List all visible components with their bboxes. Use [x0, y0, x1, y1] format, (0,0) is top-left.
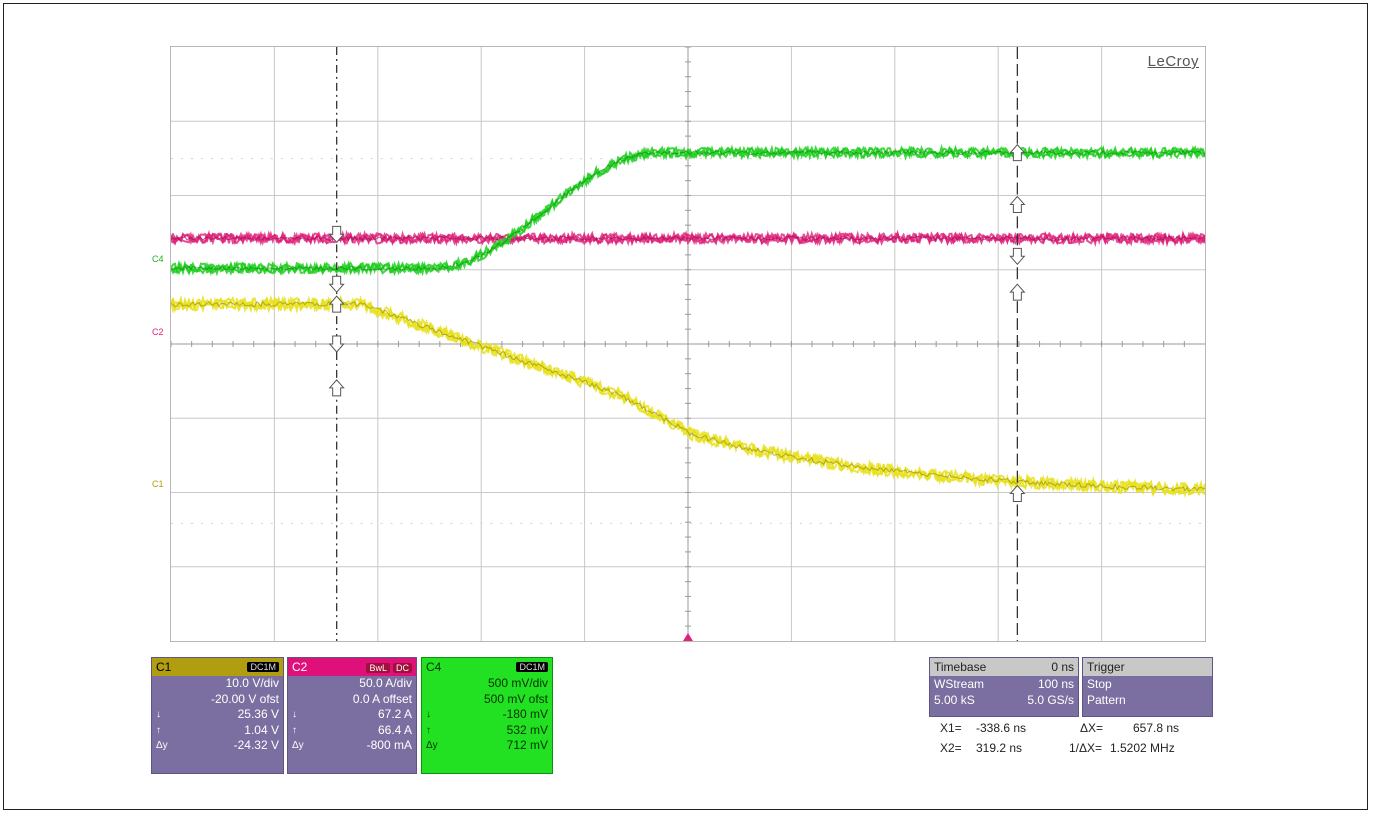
- cursor-marker-up: [1010, 145, 1024, 161]
- volts-per-div: 10.0 V/div: [156, 676, 279, 691]
- cursor-marker-up: [1010, 284, 1024, 300]
- cursor-x2-label: X2=: [940, 741, 962, 755]
- cursor-marker-down: [330, 336, 344, 352]
- brand-logo: LeCroy: [1148, 53, 1199, 70]
- sample-rate: 5.0 GS/s: [1027, 693, 1074, 707]
- cursor-marker-down: [1010, 248, 1024, 264]
- channel-name: C4: [426, 660, 441, 674]
- oscilloscope-display: LeCroy: [170, 46, 1206, 642]
- up-arrow-icon: ↑: [292, 723, 308, 738]
- down-arrow-icon: ↓: [426, 707, 442, 722]
- waveform-graticule: [171, 47, 1205, 641]
- channel-panel-c2[interactable]: C2 BwL DC 50.0 A/div 0.0 A offset ↓ 67.2 A …: [287, 657, 417, 774]
- delta-y-label: Δy: [292, 738, 308, 753]
- volts-per-div: 500 mV/div: [426, 676, 548, 691]
- cursor-up-value: 532 mV: [442, 723, 548, 738]
- offset-value: -20.00 V ofst: [156, 692, 279, 707]
- cursor-up-value: 1.04 V: [172, 723, 279, 738]
- cursor-dx-value: 657.8 ns: [1133, 721, 1179, 735]
- trigger-position-marker: [683, 633, 693, 641]
- coupling-badge: DC1M: [516, 662, 548, 672]
- cursor-x2-value: 319.2 ns: [976, 741, 1022, 755]
- cursor-marker-up: [1010, 486, 1024, 502]
- up-arrow-icon: ↑: [156, 723, 172, 738]
- delta-y-value: -24.32 V: [172, 738, 279, 753]
- offset-value: 0.0 A offset: [292, 692, 412, 707]
- cursor-up-value: 66.4 A: [308, 723, 412, 738]
- down-arrow-icon: ↓: [156, 707, 172, 722]
- coupling-badge: DC: [393, 663, 412, 673]
- trace-label-c1: C1: [152, 479, 164, 489]
- acquisition-mode: WStream: [934, 677, 984, 691]
- trigger-type: Pattern: [1087, 693, 1126, 707]
- inverse-dx-value: 1.5202 MHz: [1110, 741, 1175, 755]
- channel-panel-c4[interactable]: C4 DC1M 500 mV/div 500 mV ofst ↓ -180 mV ↑…: [421, 657, 553, 774]
- cursor-down-value: 67.2 A: [308, 707, 412, 722]
- cursor-down-value: 25.36 V: [172, 707, 279, 722]
- amps-per-div: 50.0 A/div: [292, 676, 412, 691]
- cursor-marker-up: [330, 380, 344, 396]
- delta-y-label: Δy: [426, 738, 442, 753]
- trigger-label: Trigger: [1087, 660, 1125, 674]
- bandwidth-badge: BwL: [366, 663, 390, 673]
- timebase-label: Timebase: [934, 660, 986, 674]
- channel-name: C1: [156, 660, 171, 674]
- channel-panel-c1[interactable]: C1 DC1M 10.0 V/div -20.00 V ofst ↓ 25.36 V…: [151, 657, 284, 774]
- cursor-down-value: -180 mV: [442, 707, 548, 722]
- timebase-panel[interactable]: Timebase 0 ns WStream 100 ns 5.00 kS 5.0 GS…: [929, 657, 1079, 717]
- cursor-x1-value: -338.6 ns: [976, 721, 1026, 735]
- offset-value: 500 mV ofst: [426, 692, 548, 707]
- up-arrow-icon: ↑: [426, 723, 442, 738]
- cursor-x1-label: X1=: [940, 721, 962, 735]
- delta-y-value: -800 mA: [308, 738, 412, 753]
- trace-label-c4: C4: [152, 254, 164, 264]
- delta-y-value: 712 mV: [442, 738, 548, 753]
- cursor-marker-up: [1010, 196, 1024, 212]
- cursor-dx-label: ΔX=: [1080, 721, 1103, 735]
- coupling-badge: DC1M: [247, 662, 279, 672]
- delta-y-label: Δy: [156, 738, 172, 753]
- trigger-panel[interactable]: Trigger Stop Pattern: [1082, 657, 1213, 717]
- inverse-dx-label: 1/ΔX=: [1069, 741, 1102, 755]
- down-arrow-icon: ↓: [292, 707, 308, 722]
- channel-name: C2: [292, 660, 307, 674]
- cursor-marker-down: [330, 276, 344, 292]
- trace-label-c2: C2: [152, 327, 164, 337]
- sample-count: 5.00 kS: [934, 693, 975, 707]
- trigger-state: Stop: [1087, 677, 1112, 691]
- timebase-delay: 0 ns: [1051, 660, 1074, 674]
- time-per-div: 100 ns: [1038, 677, 1074, 691]
